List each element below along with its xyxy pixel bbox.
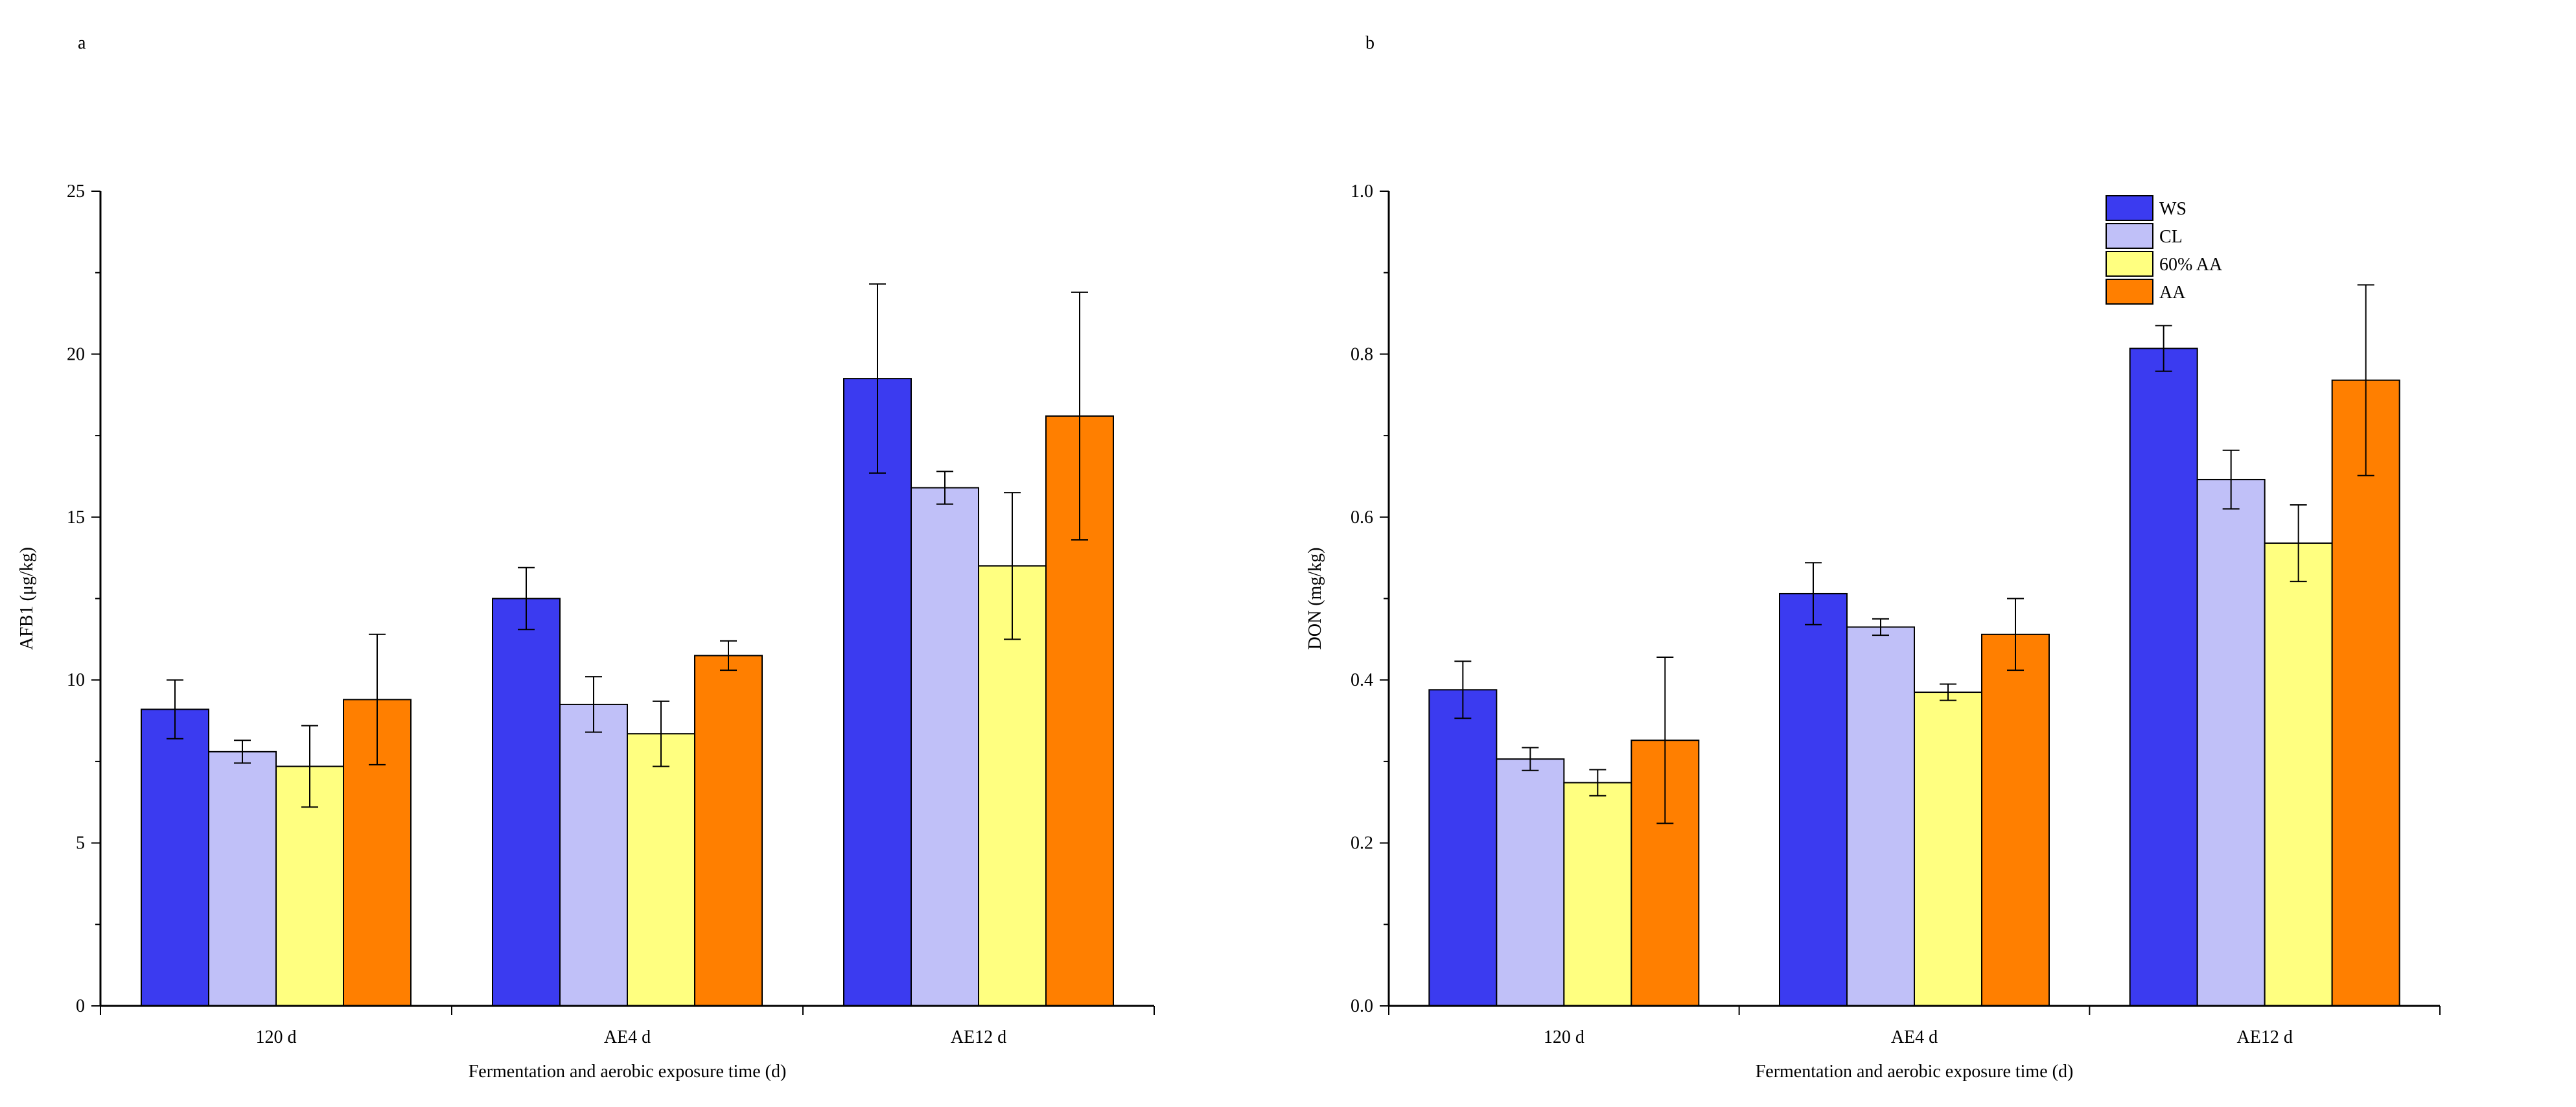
bar-cl-0 bbox=[208, 751, 277, 1007]
x-tick-label-1: AE4 d bbox=[604, 1027, 651, 1047]
bar-aa-1 bbox=[694, 655, 763, 1007]
panel-label-b: b bbox=[1365, 33, 1375, 53]
y-axis-label: AFB1 (μg/kg) bbox=[17, 547, 37, 650]
y-tick-label-0: 0 bbox=[76, 996, 85, 1016]
bars-group bbox=[141, 378, 1114, 1007]
bar-ws-0 bbox=[1428, 689, 1498, 1007]
y-tick-label-1: 0.2 bbox=[1351, 833, 1373, 854]
bar-ws-0 bbox=[141, 708, 209, 1007]
x-tick-label-2: AE12 d bbox=[2237, 1027, 2293, 1047]
bar-ws-2 bbox=[843, 378, 912, 1007]
legend-label-60aa: 60% AA bbox=[2159, 255, 2223, 275]
legend-swatch-aa bbox=[2106, 279, 2153, 305]
x-tick-label-0: 120 d bbox=[1544, 1027, 1584, 1047]
x-tick-label-1: AE4 d bbox=[1891, 1027, 1938, 1047]
bar-60aa-2 bbox=[2264, 542, 2333, 1007]
bars-group bbox=[1428, 347, 2400, 1007]
legend-swatch-60aa bbox=[2106, 251, 2153, 277]
bar-60aa-1 bbox=[627, 733, 695, 1007]
x-axis-ticks: 120 d AE4 d AE12 d bbox=[100, 1006, 1155, 1047]
y-axis-label: DON (mg/kg) bbox=[1305, 548, 1325, 650]
bar-cl-1 bbox=[1846, 626, 1915, 1007]
x-axis-label: Fermentation and aerobic exposure time (… bbox=[1756, 1062, 2074, 1082]
y-axis-ticks: 0.0 0.2 0.4 0.6 0.8 1.0 bbox=[1351, 181, 1389, 1016]
legend-label-ws: WS bbox=[2159, 199, 2187, 219]
y-tick-label-5: 25 bbox=[67, 181, 85, 202]
bar-ws-2 bbox=[2129, 347, 2198, 1007]
x-tick-label-0: 120 d bbox=[256, 1027, 297, 1047]
bar-ws-1 bbox=[492, 598, 561, 1007]
x-tick-label-2: AE12 d bbox=[951, 1027, 1006, 1047]
y-tick-label-5: 1.0 bbox=[1351, 181, 1373, 202]
y-tick-label-3: 0.6 bbox=[1351, 507, 1373, 528]
y-tick-label-3: 15 bbox=[67, 507, 85, 528]
y-tick-label-1: 5 bbox=[76, 833, 85, 854]
legend-swatch-cl bbox=[2106, 223, 2153, 249]
chart-panel-a: a 0 5 10 15 20 25 120 d AE4 d AE12 d AFB1 (μg/k… bbox=[17, 33, 1155, 1082]
y-tick-label-2: 10 bbox=[67, 670, 85, 690]
error-bars-group bbox=[1454, 284, 2374, 824]
y-tick-label-4: 20 bbox=[67, 344, 85, 364]
error-bars-group bbox=[167, 283, 1088, 808]
x-axis-label: Fermentation and aerobic exposure time (… bbox=[469, 1062, 787, 1082]
panel-label-a: a bbox=[78, 33, 86, 53]
legend: WS CL 60% AA AA bbox=[2106, 195, 2223, 305]
bar-60aa-0 bbox=[1563, 782, 1632, 1007]
x-axis-ticks: 120 d AE4 d AE12 d bbox=[1388, 1006, 2441, 1047]
bar-cl-0 bbox=[1496, 758, 1565, 1007]
bar-ws-1 bbox=[1779, 592, 1848, 1007]
y-tick-label-2: 0.4 bbox=[1351, 670, 1373, 690]
legend-swatch-ws bbox=[2106, 195, 2153, 221]
chart-panel-b: b 0.0 0.2 0.4 0.6 0.8 1.0 120 d AE4 d AE12 d DO… bbox=[1305, 33, 2441, 1082]
bar-aa-2 bbox=[2331, 379, 2400, 1007]
bar-cl-2 bbox=[911, 487, 979, 1007]
legend-label-aa: AA bbox=[2159, 283, 2186, 303]
bar-60aa-1 bbox=[1914, 692, 1982, 1007]
y-tick-label-4: 0.8 bbox=[1351, 344, 1373, 364]
y-axis-ticks: 0 5 10 15 20 25 bbox=[67, 181, 100, 1016]
bar-cl-1 bbox=[559, 703, 628, 1007]
bar-aa-1 bbox=[1981, 633, 2050, 1007]
bar-cl-2 bbox=[2196, 478, 2266, 1007]
y-tick-label-0: 0.0 bbox=[1351, 996, 1373, 1016]
legend-label-cl: CL bbox=[2159, 227, 2183, 247]
